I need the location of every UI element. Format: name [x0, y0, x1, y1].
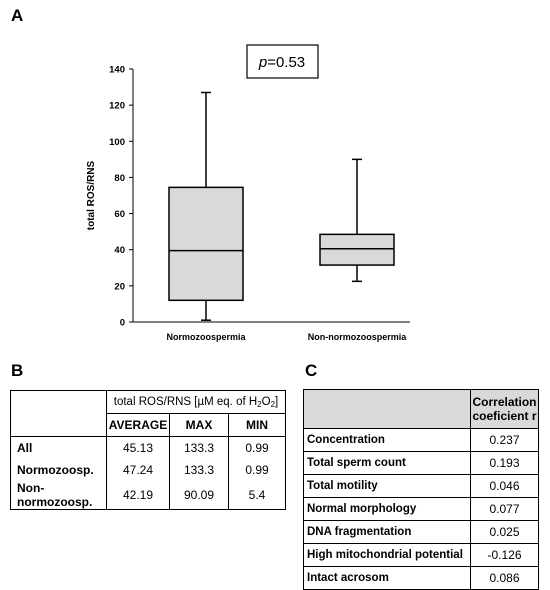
y-tick-label: 120: [109, 101, 125, 112]
table-row: Normal morphology 0.077: [303, 497, 539, 521]
table-row: DNA fragmentation 0.025: [303, 520, 539, 544]
row-label: Normal morphology: [303, 497, 471, 521]
table-row: Concentration 0.237: [303, 428, 539, 452]
row-label: Normozoosp.: [10, 459, 107, 481]
y-tick-label: 100: [109, 137, 125, 148]
col-header-average: AVERAGE: [106, 413, 170, 437]
table-c-corner: [303, 389, 471, 429]
row-label: DNA fragmentation: [303, 520, 471, 544]
table-b-corner-lower: [10, 413, 107, 437]
correlation-table: Correlation coeficient r Concentration 0.2…: [303, 389, 539, 590]
pvalue-box: p=0.53: [246, 44, 319, 79]
row-label: High mitochondrial potential: [303, 543, 471, 567]
row-label: Concentration: [303, 428, 471, 452]
row-label: All: [10, 436, 107, 459]
y-tick-label: 20: [114, 281, 125, 292]
cell-max: 133.3: [169, 459, 229, 481]
correlation-value: 0.237: [470, 428, 539, 452]
svg-text:p=0.53: p=0.53: [258, 54, 305, 71]
x-tick-label: Non-normozoospermia: [308, 332, 407, 342]
correlation-value: 0.077: [470, 497, 539, 521]
table-row: Intact acrosom 0.086: [303, 566, 539, 590]
row-label: Total sperm count: [303, 451, 471, 475]
correlation-value: 0.086: [470, 566, 539, 590]
table-row: Total sperm count 0.193: [303, 451, 539, 475]
box-plot: 0 20 40 60 80 100 120 140 total ROS/RNS Normozoo…: [86, 44, 410, 342]
x-tick-label: Normozoospermia: [166, 332, 246, 342]
box-iqr: [319, 233, 395, 266]
table-row: Normozoosp. 47.24 133.3 0.99: [10, 459, 286, 481]
y-tick-label: 140: [109, 65, 125, 76]
cell-min: 5.4: [228, 481, 286, 510]
table-row: All 45.13 133.3 0.99: [10, 436, 286, 459]
cell-max: 90.09: [169, 481, 229, 510]
table-row: Total motility 0.046: [303, 474, 539, 498]
correlation-value: -0.126: [470, 543, 539, 567]
table-b-header: total ROS/RNS [µM eq. of H2O2]: [106, 390, 286, 414]
pvalue-text: =0.53: [267, 54, 305, 71]
panel-label-b: B: [11, 361, 24, 380]
table-row: High mitochondrial potential -0.126: [303, 543, 539, 567]
correlation-value: 0.046: [470, 474, 539, 498]
y-tick-label: 40: [114, 245, 125, 256]
box-iqr: [168, 186, 244, 302]
y-tick-label: 60: [114, 209, 125, 220]
table-c-header: Correlation coeficient r: [470, 389, 539, 429]
row-label: Intact acrosom: [303, 566, 471, 590]
cell-average: 42.19: [106, 481, 170, 510]
y-tick-label: 80: [114, 173, 125, 184]
col-header-min: MIN: [228, 413, 286, 437]
table-row: Non-normozoosp. 42.19 90.09 5.4: [10, 481, 286, 510]
correlation-value: 0.025: [470, 520, 539, 544]
cell-average: 47.24: [106, 459, 170, 481]
panel-label-c: C: [305, 361, 318, 380]
cell-min: 0.99: [228, 436, 286, 459]
summary-table: total ROS/RNS [µM eq. of H2O2] AVERAGE M…: [10, 390, 286, 510]
row-label: Non-normozoosp.: [10, 481, 107, 510]
panel-label-a: A: [11, 6, 24, 25]
cell-max: 133.3: [169, 436, 229, 459]
pvalue-symbol: p: [258, 54, 267, 71]
table-b-corner: [10, 390, 107, 414]
row-label: Total motility: [303, 474, 471, 498]
correlation-value: 0.193: [470, 451, 539, 475]
col-header-max: MAX: [169, 413, 229, 437]
cell-average: 45.13: [106, 436, 170, 459]
y-tick-label: 0: [120, 318, 125, 329]
y-axis-title: total ROS/RNS: [86, 160, 97, 230]
cell-min: 0.99: [228, 459, 286, 481]
